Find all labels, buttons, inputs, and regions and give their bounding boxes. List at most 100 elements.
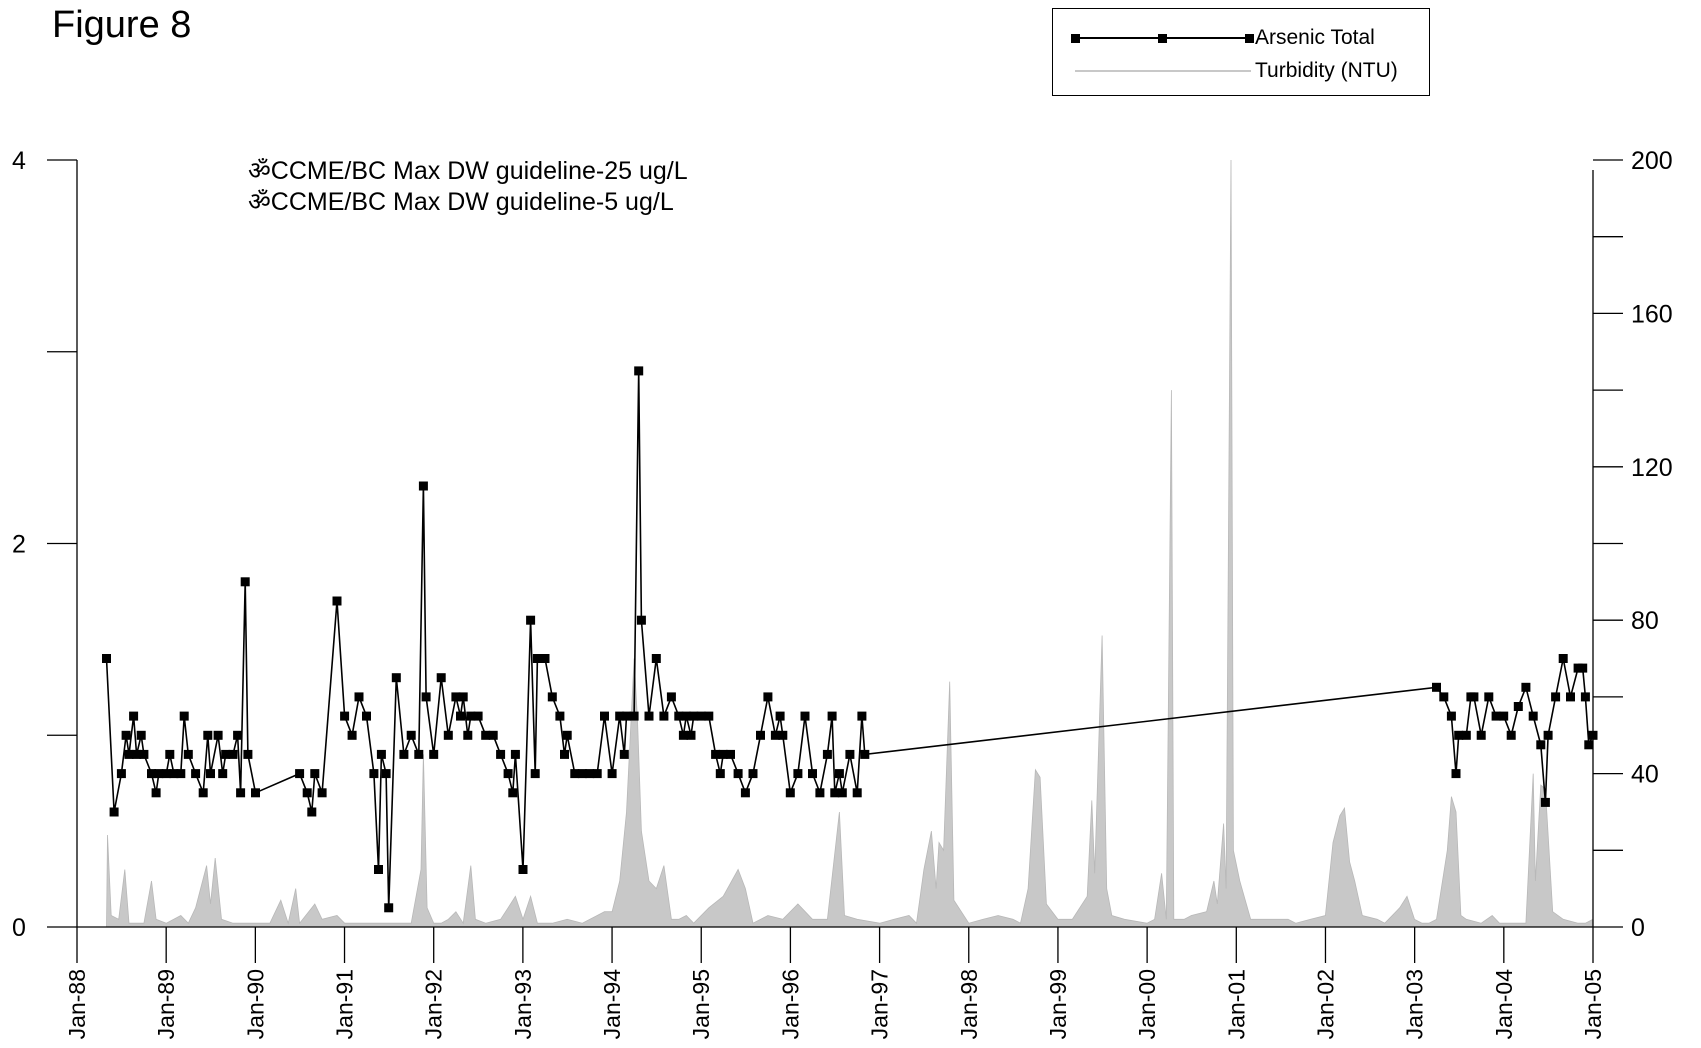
right-y-tick-label: 120 [1631,454,1673,482]
arsenic-point [860,749,870,759]
x-tick-label: Jan-88 [64,969,90,1039]
arsenic-point [615,711,625,721]
arsenic-point [681,711,691,721]
arsenic-point [570,769,580,779]
x-tick-label: Jan-93 [510,969,536,1039]
arsenic-point [822,749,832,759]
arsenic-point [391,673,401,683]
arsenic-point [109,807,119,817]
arsenic-point [1543,730,1553,740]
legend-label-arsenic: Arsenic Total [1255,26,1375,49]
arsenic-point [191,769,201,779]
arsenic-point [845,749,855,759]
arsenic-point [1469,692,1479,702]
arsenic-point [778,730,788,740]
arsenic-point [540,654,550,663]
turbidity-area [106,159,1594,928]
x-tick-label: Jan-91 [332,969,358,1039]
arsenic-point [488,730,498,740]
arsenic-point [1536,740,1546,750]
arsenic-point [376,749,386,759]
arsenic-point [1499,711,1509,721]
arsenic-point [151,788,161,798]
arsenic-point [179,711,189,721]
x-tick-label: Jan-97 [867,969,893,1039]
arsenic-point [508,788,518,798]
arsenic-point [203,730,213,740]
x-tick-label: Jan-94 [599,969,625,1040]
x-tick-label: Jan-90 [242,969,268,1039]
arsenic-point [466,711,476,721]
arsenic-point [295,769,305,779]
arsenic-point [161,769,171,779]
legend-label-turbidity: Turbidity (NTU) [1255,59,1398,82]
arsenic-point [240,577,250,587]
arsenic-point [526,615,536,625]
arsenic-point [510,749,520,759]
arsenic-point [827,711,837,721]
figure-label: Figure 8 [52,4,192,46]
arsenic-point [381,769,391,779]
arsenic-point [165,749,175,759]
legend-arsenic-swatch [1071,34,1254,43]
arsenic-series [102,366,1598,913]
arsenic-point [1506,730,1516,740]
arsenic-point [1451,769,1461,779]
x-tick-label: Jan-95 [688,969,714,1039]
arsenic-point [518,865,528,874]
x-tick-label: Jan-03 [1402,969,1428,1039]
arsenic-point [116,769,126,779]
arsenic-point [532,654,542,663]
x-tick-label: Jan-92 [421,969,447,1039]
arsenic-point [756,730,765,740]
arsenic-point [503,769,513,779]
arsenic-point [302,788,312,798]
arsenic-point [740,788,750,798]
arsenic-point [463,730,473,740]
arsenic-point [154,769,164,779]
arsenic-point [852,788,862,798]
legend-item-arsenic: Arsenic Total [1053,22,1429,52]
arsenic-point [362,711,371,721]
arsenic-point [347,730,357,740]
turbidity-series [106,159,1594,928]
arsenic-point [251,788,260,798]
arsenic-point [414,749,424,759]
arsenic-point [1580,692,1590,702]
arsenic-point [1446,711,1456,721]
arsenic-point [374,865,383,874]
arsenic-point [619,749,629,759]
arsenic-point [456,711,465,721]
arsenic-point [857,711,867,721]
right-y-tick-label: 40 [1631,761,1659,789]
arsenic-point [496,749,506,759]
arsenic-point [233,730,243,740]
legend: Arsenic Total Turbidity (NTU) [1052,8,1430,96]
arsenic-point [607,769,617,779]
x-tick-label: Jan-89 [153,969,179,1039]
arsenic-point [1454,730,1464,740]
arsenic-point [340,711,350,721]
left-y-tick-label: 0 [12,914,26,942]
arsenic-point [547,692,557,702]
arsenic-point [644,711,654,721]
arsenic-point [384,903,394,913]
arsenic-point [1584,740,1594,750]
arsenic-point [560,749,569,759]
legend-item-turbidity: Turbidity (NTU) [1053,55,1429,85]
arsenic-point [1551,692,1561,702]
arsenic-point [307,807,317,817]
arsenic-point [793,769,803,779]
arsenic-point [636,615,646,625]
arsenic-point [317,788,327,798]
x-tick-label: Jan-05 [1580,969,1606,1039]
guideline-annotation-25: ॐCCME/BC Max DW guideline-25 ug/L [248,157,688,185]
arsenic-point [1528,711,1538,721]
arsenic-point [666,692,676,702]
arsenic-point [808,769,817,779]
arsenic-point [600,711,609,721]
arsenic-point [124,749,134,759]
arsenic-point [1439,692,1449,702]
right-y-tick-label: 200 [1631,147,1673,175]
arsenic-point [1521,682,1531,692]
